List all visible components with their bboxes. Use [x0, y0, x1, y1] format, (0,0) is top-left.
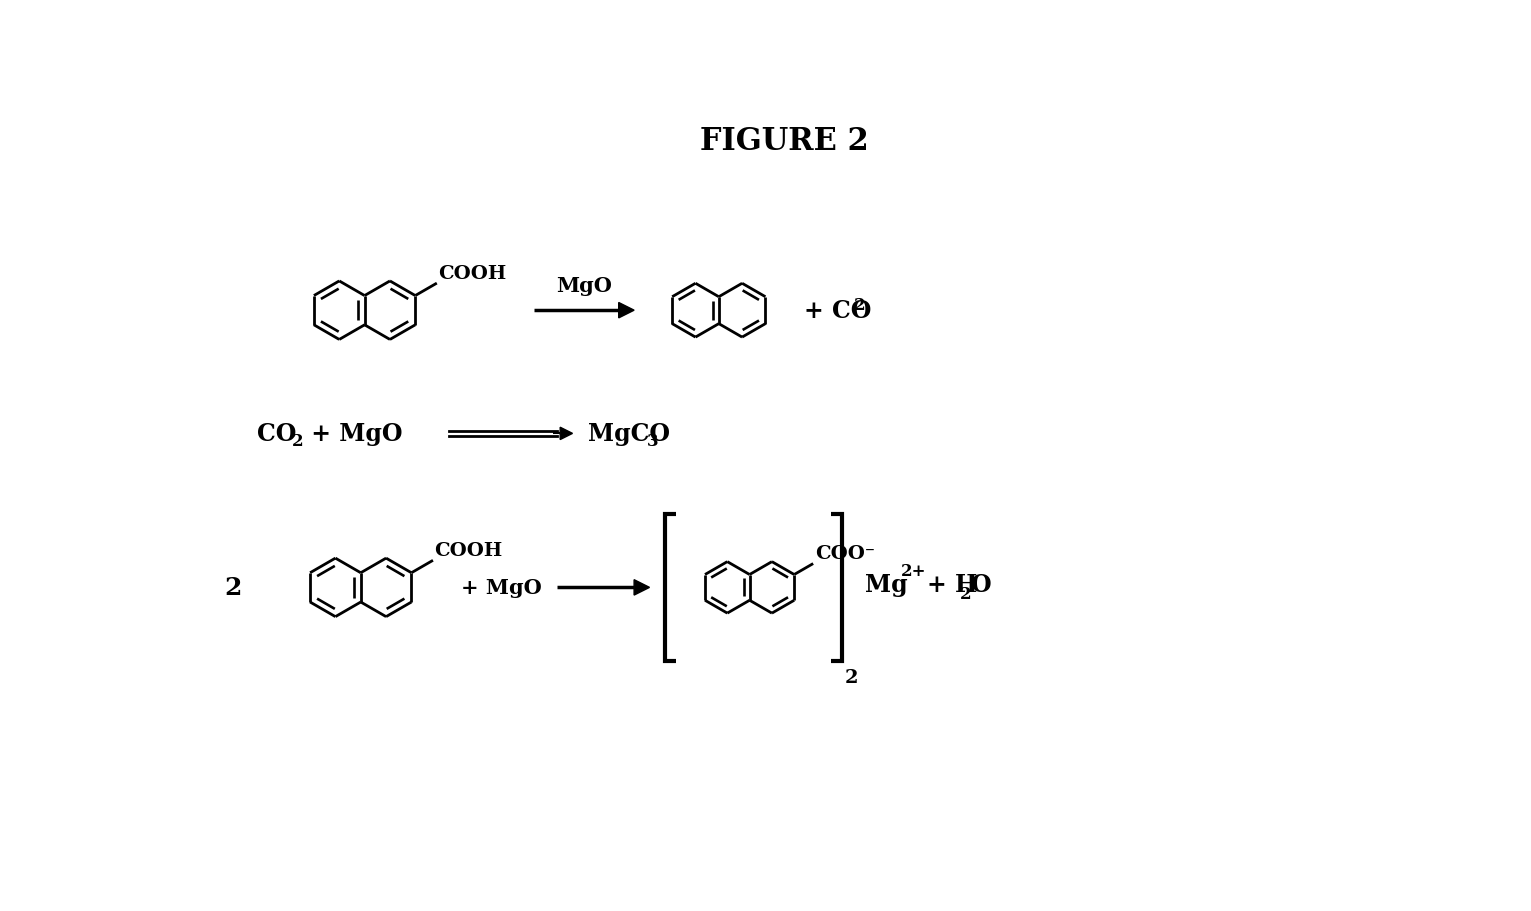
Text: 2: 2	[225, 576, 242, 599]
Text: O: O	[971, 572, 992, 596]
Text: MgO: MgO	[556, 275, 612, 295]
Text: + MgO: + MgO	[303, 422, 403, 445]
Text: 2+: 2+	[900, 562, 926, 579]
Text: 3: 3	[648, 433, 658, 449]
Text: + CO: + CO	[804, 299, 871, 322]
Polygon shape	[634, 580, 649, 596]
Text: 2: 2	[845, 669, 859, 687]
Text: COOH: COOH	[435, 541, 502, 559]
Polygon shape	[619, 303, 634, 319]
Text: FIGURE 2: FIGURE 2	[700, 126, 868, 157]
Text: + H: + H	[926, 572, 977, 596]
Text: 2: 2	[291, 433, 303, 449]
Text: 2: 2	[960, 586, 972, 602]
Text: CO: CO	[257, 422, 295, 445]
Text: COOH: COOH	[438, 264, 507, 282]
Text: Mg: Mg	[865, 572, 908, 596]
Text: 2: 2	[854, 296, 865, 313]
Text: MgCO: MgCO	[588, 422, 671, 445]
Polygon shape	[560, 428, 573, 440]
Text: + MgO: + MgO	[461, 578, 542, 598]
Text: COO⁻: COO⁻	[814, 545, 874, 562]
